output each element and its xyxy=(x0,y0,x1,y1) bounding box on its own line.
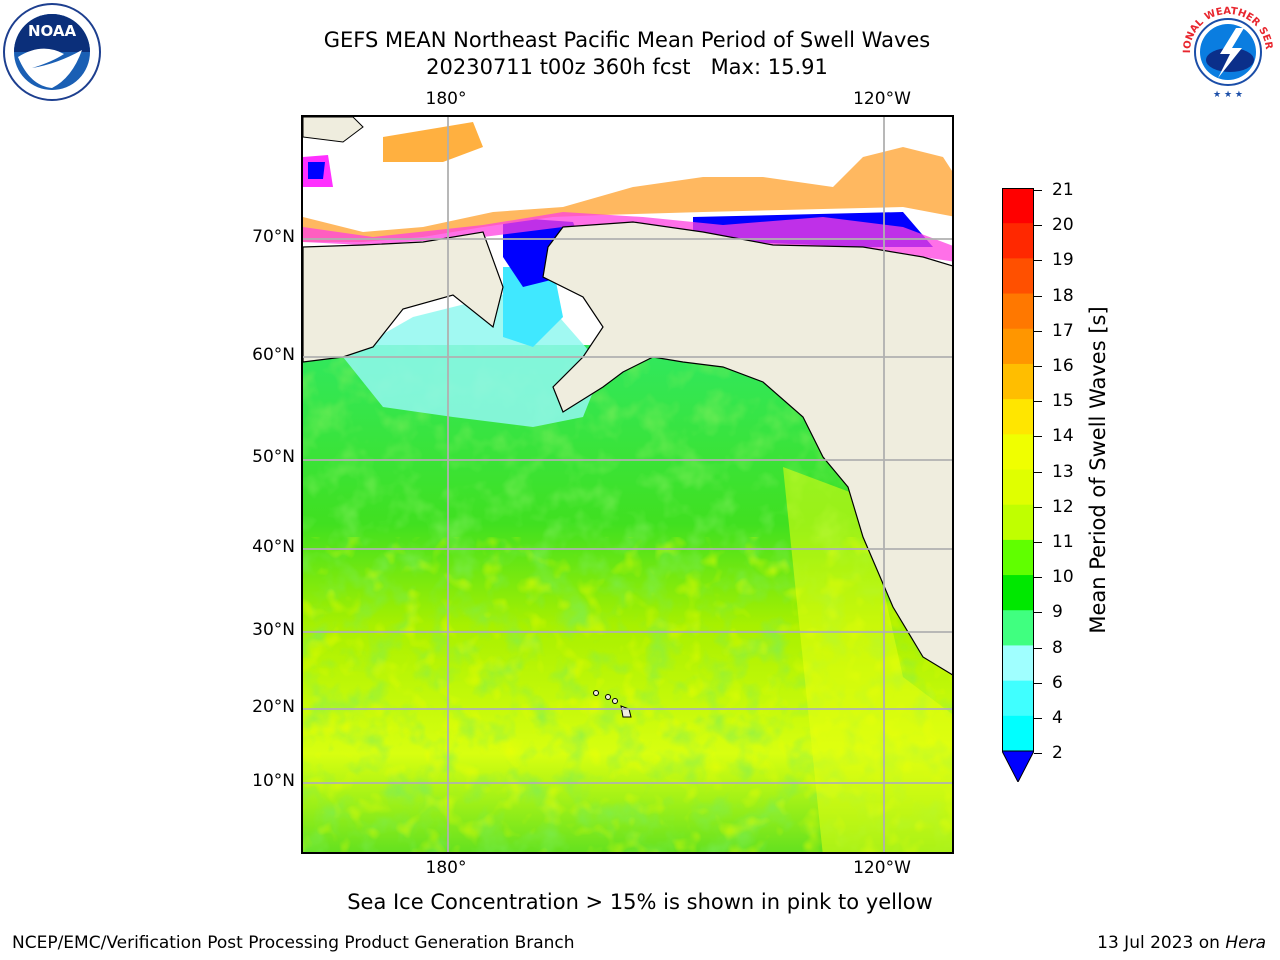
land-alaska-canada xyxy=(542,221,952,676)
colorbar-tick-mark xyxy=(1034,330,1042,332)
colorbar-cell xyxy=(1002,434,1034,470)
colorbar-extend-triangle xyxy=(1002,750,1034,782)
colorbar-tick-label: 2 xyxy=(1052,743,1063,764)
colorbar-tick-mark xyxy=(1034,718,1042,719)
colorbar-cell xyxy=(1002,363,1034,400)
colorbar-tick-label: 11 xyxy=(1052,532,1074,552)
colorbar-tick-label: 19 xyxy=(1052,250,1074,271)
colorbar-cell xyxy=(1002,610,1034,646)
colorbar-tick-label: 9 xyxy=(1052,602,1063,623)
colorbar-tick-label: 21 xyxy=(1052,180,1074,200)
colorbar-tick-mark xyxy=(1034,612,1042,614)
map-subtitle: 20230711 t00z 360h fcst Max: 15.91 xyxy=(426,55,828,79)
colorbar-cell xyxy=(1002,188,1034,224)
lon-label-top-120w: 120°W xyxy=(853,89,911,109)
graticule xyxy=(303,117,952,852)
lon-label-bottom-180: 180° xyxy=(425,858,467,878)
map-panel xyxy=(301,115,954,854)
colorbar-tick-label: 6 xyxy=(1052,672,1063,693)
colorbar-tick-label: 20 xyxy=(1052,215,1074,236)
lat-label-30: 30°N xyxy=(252,620,295,640)
colorbar-tick-label: 4 xyxy=(1052,708,1063,728)
colorbar-cell xyxy=(1002,469,1034,506)
colorbar-tick-mark xyxy=(1034,225,1042,227)
lon-label-top-180: 180° xyxy=(425,89,467,109)
colorbar-tick-label: 17 xyxy=(1052,320,1074,341)
lat-label-50: 50°N xyxy=(252,447,295,467)
lon-label-bottom-120w: 120°W xyxy=(853,858,911,878)
sea-ice xyxy=(303,147,952,242)
colorbar-tick-label: 8 xyxy=(1052,637,1063,658)
colorbar-tick-mark xyxy=(1034,753,1042,755)
colorbar-cell xyxy=(1002,680,1034,717)
colorbar-tick-mark xyxy=(1034,647,1042,649)
colorbar-tick-mark xyxy=(1034,401,1042,403)
svg-text:NOAA: NOAA xyxy=(28,22,77,40)
colorbar-cell xyxy=(1002,539,1034,576)
colorbar-tick-label: 12 xyxy=(1052,496,1074,517)
colorbar-tick-mark xyxy=(1034,260,1042,262)
colorbar-tick-mark xyxy=(1034,542,1042,543)
colorbar-tick-label: 16 xyxy=(1052,356,1074,376)
lat-label-10: 10°N xyxy=(252,771,295,791)
colorbar-cell xyxy=(1002,258,1034,295)
colorbar-tick-label: 13 xyxy=(1052,461,1074,482)
colorbar-tick-mark xyxy=(1034,436,1042,438)
colorbar-tick-mark xyxy=(1034,471,1042,473)
colorbar-tick-mark xyxy=(1034,366,1042,367)
noaa-logo-icon: NOAA xyxy=(3,3,101,101)
colorbar-tick-mark xyxy=(1034,577,1042,579)
colorbar-tick-label: 10 xyxy=(1052,567,1074,588)
machine-name: Hera xyxy=(1225,933,1266,953)
colorbar-tick-mark xyxy=(1034,506,1042,508)
lat-label-70: 70°N xyxy=(252,227,295,247)
colorbar-tick-mark xyxy=(1034,190,1042,191)
colorbar-tick-label: 18 xyxy=(1052,285,1074,306)
colorbar-tick-mark xyxy=(1034,295,1042,297)
colorbar-tick-label: 15 xyxy=(1052,391,1074,412)
colorbar-tick-mark xyxy=(1034,682,1042,684)
colorbar-tick-label: 14 xyxy=(1052,426,1074,447)
colorbar-cell xyxy=(1002,504,1034,541)
lat-label-60: 60°N xyxy=(252,345,295,365)
colorbar-cell xyxy=(1002,645,1034,682)
svg-text:★ ★ ★: ★ ★ ★ xyxy=(1213,90,1243,100)
colorbar-cell xyxy=(1002,223,1034,259)
generation-date-text: 13 Jul 2023 on xyxy=(1097,933,1226,953)
map-title: GEFS MEAN Northeast Pacific Mean Period … xyxy=(323,28,931,52)
nws-logo-icon: NATIONAL WEATHER SERVICE ★ ★ ★ xyxy=(1178,2,1276,100)
colorbar-label: Mean Period of Swell Waves [s] xyxy=(1086,306,1110,634)
sea-ice-note: Sea Ice Concentration > 15% is shown in … xyxy=(347,890,933,914)
lat-label-20: 20°N xyxy=(252,697,295,717)
colorbar-cell xyxy=(1002,575,1034,611)
colorbar-cell xyxy=(1002,399,1034,435)
colorbar-cell xyxy=(1002,715,1034,752)
generation-date: 13 Jul 2023 on Hera xyxy=(1097,933,1266,953)
colorbar-cell xyxy=(1002,293,1034,330)
swell-period-map xyxy=(303,117,952,852)
colorbar xyxy=(1002,188,1034,782)
colorbar-cell xyxy=(1002,328,1034,365)
lat-label-40: 40°N xyxy=(252,537,295,557)
producer-credit: NCEP/EMC/Verification Post Processing Pr… xyxy=(12,933,575,953)
